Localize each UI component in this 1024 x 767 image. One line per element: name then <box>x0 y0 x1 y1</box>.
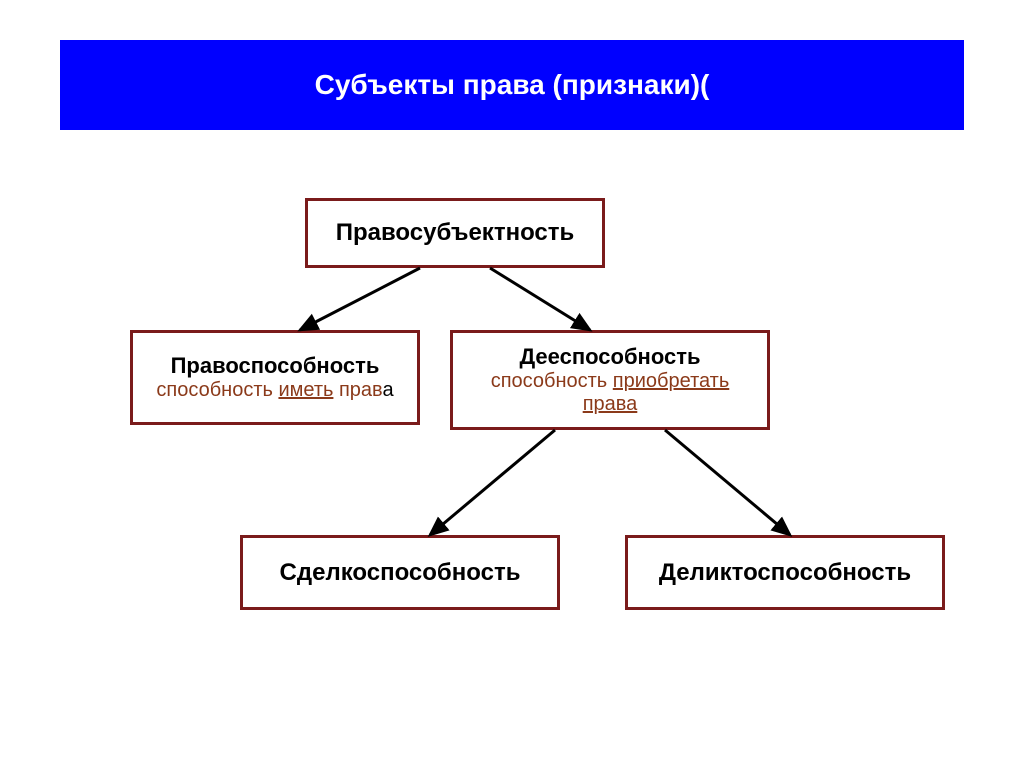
edge-arrow <box>665 430 790 535</box>
node-bottom-left: Сделкоспособность <box>240 535 560 610</box>
node-right-sub-prefix: способность <box>491 370 613 392</box>
node-right: Дееспособность способность приобретатьпр… <box>450 330 770 430</box>
node-right-sub-line2: права <box>583 393 638 415</box>
node-right-sub: способность приобретатьправа <box>491 370 730 416</box>
edge-arrow <box>300 268 420 330</box>
node-bottom-right: Деликтоспособность <box>625 535 945 610</box>
node-left-sub-suffix: прав <box>333 379 382 401</box>
node-left-sub-underlined: иметь <box>278 379 333 401</box>
node-bl-label: Сделкоспособность <box>280 559 521 587</box>
edge-arrow <box>490 268 590 330</box>
node-left-sub-tail: а <box>382 379 393 401</box>
node-br-label: Деликтоспособность <box>659 559 911 587</box>
node-root: Правосубъектность <box>305 198 605 268</box>
node-root-label: Правосубъектность <box>336 219 575 247</box>
edge-arrow <box>430 430 555 535</box>
node-left-sub-prefix: способность <box>156 379 278 401</box>
node-left: Правоспособность способность иметь права <box>130 330 420 425</box>
node-right-label: Дееспособность <box>519 344 700 370</box>
node-right-sub-underlined: приобретать <box>613 370 729 392</box>
title-banner: Субъекты права (признаки)( <box>60 40 964 130</box>
title-text: Субъекты права (признаки)( <box>315 69 710 101</box>
node-left-sub: способность иметь права <box>156 379 393 402</box>
node-left-label: Правоспособность <box>171 353 380 379</box>
